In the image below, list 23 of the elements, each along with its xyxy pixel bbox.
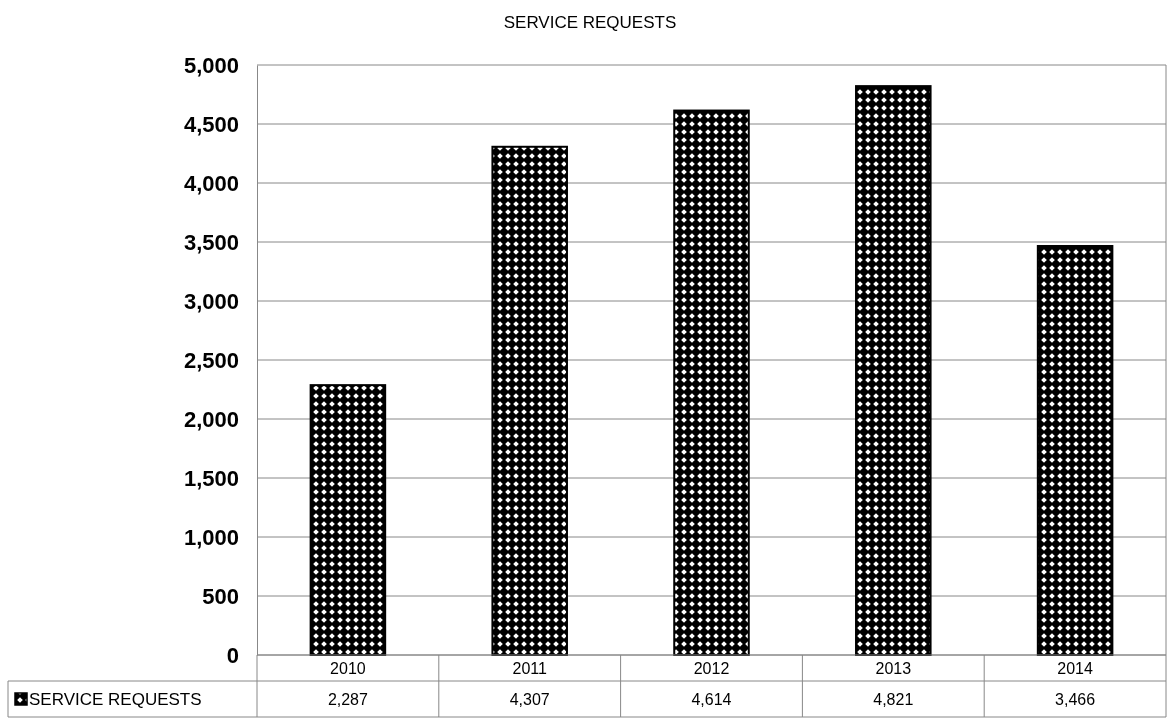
x-tick-label: 2014 [1057,660,1093,677]
y-tick-label: 500 [202,583,239,609]
y-tick-label: 0 [226,642,239,668]
data-label: 4,821 [873,691,914,708]
y-tick-label: 1,000 [183,524,239,550]
x-tick-label: 2010 [330,660,366,677]
data-label: 2,287 [327,691,369,708]
legend-label: SERVICE REQUESTS [29,690,202,709]
y-tick-label: 3,000 [183,288,239,314]
y-tick-label: 1,500 [183,465,239,491]
y-tick-label: 2,500 [183,347,239,373]
y-tick-label: 4,500 [183,111,239,137]
data-label: 4,307 [509,691,550,708]
chart-title: SERVICE REQUESTS [503,13,677,32]
y-tick-label: 5,000 [183,52,239,78]
data-label: 3,466 [1055,691,1096,708]
y-tick-label: 2,000 [183,406,239,432]
x-tick-label: 2013 [875,660,912,677]
x-tick-label: 2011 [512,660,547,677]
x-tick-label: 2012 [693,660,730,677]
y-tick-label: 3,500 [183,229,239,255]
data-label: 4,614 [691,691,732,708]
y-tick-label: 4,000 [183,170,239,196]
